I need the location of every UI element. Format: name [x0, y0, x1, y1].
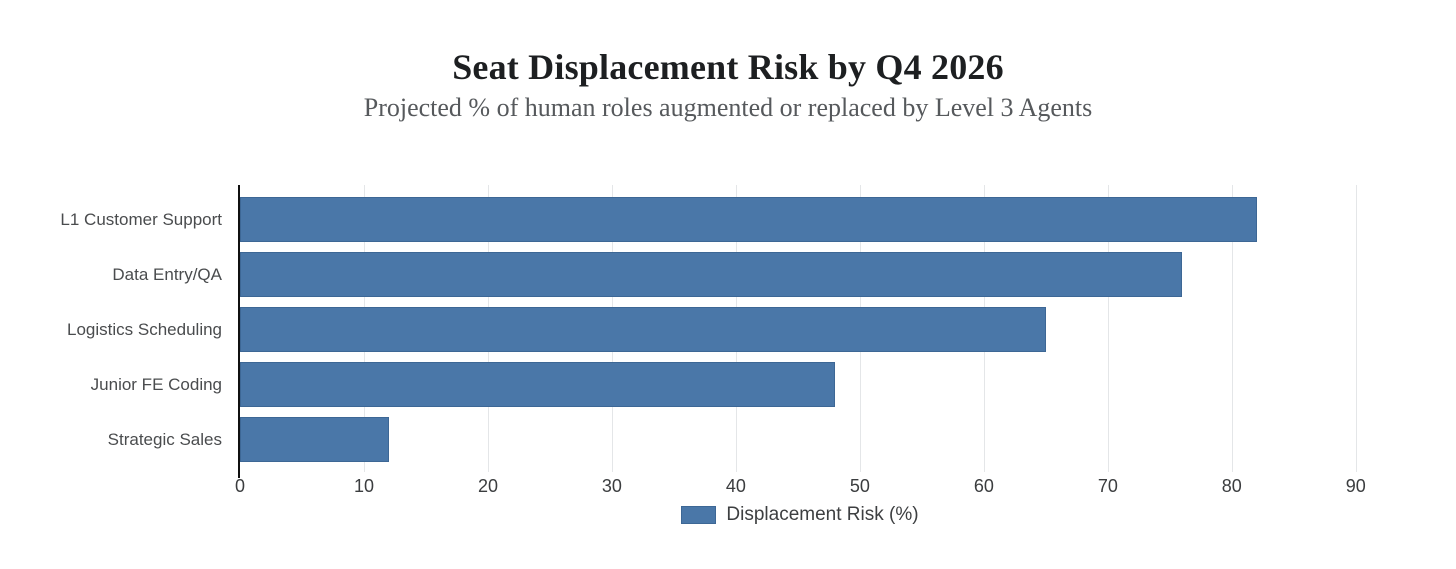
y-category-label: Logistics Scheduling: [67, 320, 222, 339]
x-tick-label: 60: [973, 476, 994, 496]
gridline: [1107, 185, 1109, 472]
x-tick-label: 90: [1345, 476, 1366, 496]
chart-area: L1 Customer Support Data Entry/QA Logistic…: [60, 185, 1393, 496]
x-tick-label: 40: [725, 476, 746, 496]
gridline: [1355, 185, 1357, 472]
legend-label: Displacement Risk (%): [726, 504, 919, 525]
legend-swatch-icon: [681, 506, 717, 524]
bar-data-entry-qa[interactable]: [240, 252, 1183, 297]
x-tick-label: 30: [601, 476, 622, 496]
y-category-label: L1 Customer Support: [60, 210, 222, 229]
bar-logistics-scheduling[interactable]: [240, 307, 1046, 352]
x-tick-label: 70: [1097, 476, 1118, 496]
bar-junior-fe-coding[interactable]: [240, 362, 836, 407]
y-category-label: Strategic Sales: [107, 430, 222, 449]
bar-l1-customer-support[interactable]: [240, 197, 1257, 242]
y-axis-line: [238, 185, 240, 478]
x-axis-tick-labels: 0 10 20 30 40 50 60 70 80 90: [235, 476, 1393, 498]
gridline: [1231, 185, 1233, 472]
legend: Displacement Risk (%): [240, 504, 1360, 526]
chart-subtitle: Projected % of human roles augmented or …: [363, 92, 1093, 122]
x-tick-label: 10: [353, 476, 374, 496]
y-category-label: Junior FE Coding: [90, 375, 222, 394]
y-category-label: Data Entry/QA: [112, 265, 222, 284]
bar-strategic-sales[interactable]: [240, 417, 389, 462]
x-tick-label: 80: [1221, 476, 1242, 496]
plot-area: L1 Customer Support Data Entry/QA Logistic…: [60, 185, 1393, 496]
x-tick-label: 50: [849, 476, 870, 496]
y-axis-labels: L1 Customer Support Data Entry/QA Logistic…: [0, 188, 222, 470]
chart-title: Seat Displacement Risk by Q4 2026: [452, 47, 1004, 87]
x-tick-label: 20: [477, 476, 498, 496]
x-tick-label: 0: [234, 476, 246, 496]
